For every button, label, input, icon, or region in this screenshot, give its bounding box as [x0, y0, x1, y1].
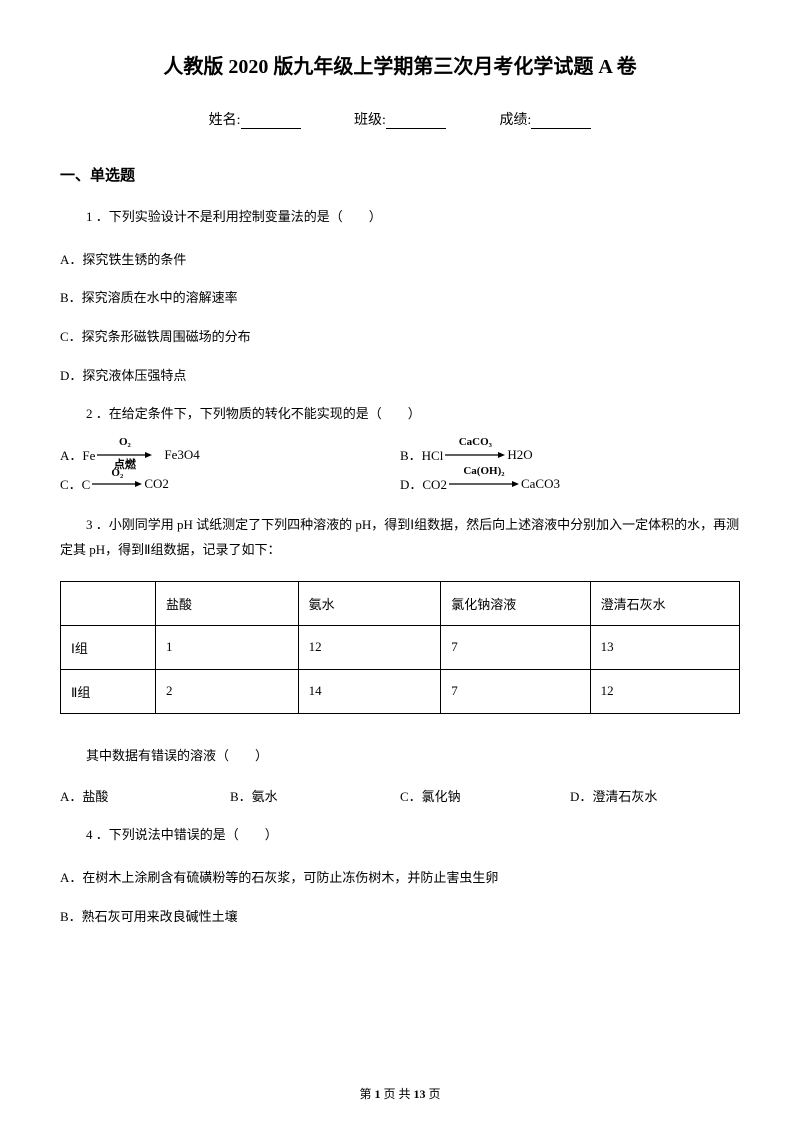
cell: 12: [590, 669, 739, 713]
q2-optD-arrow: Ca(OH)₂: [449, 479, 519, 489]
table-row: 盐酸 氨水 氯化钠溶液 澄清石灰水: [61, 581, 740, 625]
q4-optB: B．熟石灰可用来改良碱性土壤: [60, 905, 740, 930]
q2-optC: C．C O₂ CO2: [60, 474, 400, 493]
q2-optD-left: D．CO2: [400, 474, 447, 493]
page-footer: 第 1 页 共 13 页: [0, 1085, 800, 1102]
q3-table: 盐酸 氨水 氯化钠溶液 澄清石灰水 Ⅰ组 1 12 7 13 Ⅱ组 2 14 7…: [60, 581, 740, 714]
q2-optB-left: B．HCl: [400, 445, 443, 464]
q3-options: A．盐酸 B．氨水 C．氯化钠 D．澄清石灰水: [60, 786, 740, 805]
score-field: 成绩:: [499, 113, 591, 128]
cell: 12: [298, 625, 441, 669]
cell: 氯化钠溶液: [441, 581, 590, 625]
q2-optA: A．Fe O₂ 点燃 Fe3O4: [60, 445, 400, 464]
q3-subtext: 其中数据有错误的溶液（ ）: [60, 744, 740, 769]
q2-row2: C．C O₂ CO2 D．CO2 Ca(OH)₂ CaCO3: [60, 474, 740, 493]
q2-optA-left: A．Fe: [60, 445, 95, 464]
q2-row1: A．Fe O₂ 点燃 Fe3O4 B．HCl CaCO₃ H2O: [60, 445, 740, 464]
class-label: 班级:: [354, 113, 386, 128]
cell: 13: [590, 625, 739, 669]
page-title: 人教版 2020 版九年级上学期第三次月考化学试题 A 卷: [60, 50, 740, 79]
q1-text: 1 ．下列实验设计不是利用控制变量法的是（ ）: [60, 205, 740, 230]
footer-left: 第: [359, 1087, 374, 1101]
cell: 2: [156, 669, 299, 713]
q2-optD-top: Ca(OH)₂: [463, 465, 504, 477]
footer-mid: 页 共: [380, 1087, 413, 1101]
q1-optB: B．探究溶质在水中的溶解速率: [60, 286, 740, 311]
cell: 7: [441, 669, 590, 713]
section-header: 一、单选题: [60, 164, 740, 185]
q2-optA-arrow: O₂ 点燃: [97, 450, 152, 460]
arrow-icon: [445, 450, 505, 460]
q2-optD: D．CO2 Ca(OH)₂ CaCO3: [400, 474, 740, 493]
q2-text: 2 ．在给定条件下，下列物质的转化不能实现的是（ ）: [60, 402, 740, 427]
q3-optA: A．盐酸: [60, 786, 230, 805]
name-field: 姓名:: [209, 113, 304, 128]
q2-optB-top: CaCO₃: [459, 436, 492, 448]
q2-optC-right: CO2: [144, 476, 169, 492]
class-blank: [386, 128, 446, 129]
cell: 1: [156, 625, 299, 669]
q1-optD: D．探究液体压强特点: [60, 364, 740, 389]
score-blank: [531, 128, 591, 129]
q4-optA: A．在树木上涂刷含有硫磺粉等的石灰浆，可防止冻伤树木，并防止害虫生卵: [60, 866, 740, 891]
q2-optB-arrow: CaCO₃: [445, 450, 505, 460]
q3-optB: B．氨水: [230, 786, 400, 805]
cell: Ⅱ组: [61, 669, 156, 713]
table-row: Ⅰ组 1 12 7 13: [61, 625, 740, 669]
name-label: 姓名:: [209, 113, 241, 128]
q2-optC-arrow: O₂: [92, 479, 142, 489]
score-label: 成绩:: [499, 113, 531, 128]
arrow-icon: [449, 479, 519, 489]
cell: 氨水: [298, 581, 441, 625]
q1-optC: C．探究条形磁铁周围磁场的分布: [60, 325, 740, 350]
cell: 盐酸: [156, 581, 299, 625]
q2-optB-right: H2O: [507, 447, 532, 463]
cell: 澄清石灰水: [590, 581, 739, 625]
q3-optC: C．氯化钠: [400, 786, 570, 805]
q2-optD-right: CaCO3: [521, 476, 560, 492]
footer-total: 13: [414, 1087, 426, 1101]
q2-optB: B．HCl CaCO₃ H2O: [400, 445, 740, 464]
cell: 14: [298, 669, 441, 713]
table-row: Ⅱ组 2 14 7 12: [61, 669, 740, 713]
q3-text: 3 ．小刚同学用 pH 试纸测定了下列四种溶液的 pH，得到Ⅰ组数据，然后向上述…: [60, 513, 740, 562]
q4-text: 4 ．下列说法中错误的是（ ）: [60, 823, 740, 848]
cell: [61, 581, 156, 625]
class-field: 班级:: [354, 113, 449, 128]
cell: Ⅰ组: [61, 625, 156, 669]
q2-optC-left: C．C: [60, 474, 90, 493]
q2-optA-right: Fe3O4: [164, 447, 199, 463]
footer-right: 页: [426, 1087, 441, 1101]
q2-optA-top: O₂: [119, 436, 131, 448]
info-row: 姓名: 班级: 成绩:: [60, 109, 740, 129]
q1-optA: A．探究铁生锈的条件: [60, 248, 740, 273]
q2-optC-top: O₂: [111, 467, 123, 479]
arrow-icon: [92, 479, 142, 489]
q3-optD: D．澄清石灰水: [570, 786, 740, 805]
cell: 7: [441, 625, 590, 669]
name-blank: [241, 128, 301, 129]
